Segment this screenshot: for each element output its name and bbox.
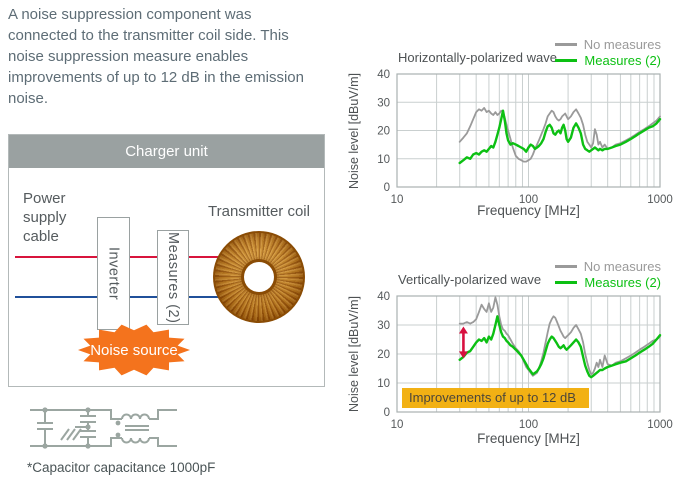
noise-source-label: Noise source — [90, 341, 178, 359]
y-axis-label: Noise level [dBuV/m] — [347, 295, 361, 413]
svg-text:10: 10 — [377, 378, 390, 390]
svg-text:30: 30 — [377, 97, 390, 109]
legend: No measures Measures (2) — [554, 258, 661, 290]
svg-text:20: 20 — [377, 126, 390, 138]
no-measures-swatch-icon — [554, 42, 577, 46]
no-measures-swatch-icon — [554, 264, 577, 268]
power-supply-cable-label: Power supply cable — [23, 190, 67, 245]
svg-text:10: 10 — [377, 154, 390, 166]
power-line-red — [15, 256, 267, 258]
svg-text:0: 0 — [384, 407, 390, 419]
power-line-blue — [15, 296, 267, 298]
transmitter-coil-icon — [213, 231, 305, 323]
x-axis-label: Frequency [MHz] — [477, 431, 580, 446]
y-axis-label: Noise level [dBuV/m] — [347, 72, 361, 190]
measures-label: Measures (2) — [165, 231, 181, 324]
legend-item-no-measures: No measures — [554, 36, 661, 52]
inverter-label: Inverter — [105, 246, 122, 301]
svg-text:100: 100 — [519, 419, 538, 431]
schematic-caption: *Capacitor capacitance 1000pF — [27, 460, 216, 475]
noise-source-burst: Noise source — [78, 324, 190, 376]
charger-unit-diagram: Charger unit Power supply cable Inverter… — [8, 134, 325, 387]
chart-title: Vertically-polarized wave — [398, 272, 542, 287]
svg-text:10: 10 — [391, 194, 404, 206]
svg-text:40: 40 — [377, 291, 390, 303]
svg-text:10: 10 — [391, 419, 404, 431]
legend: No measures Measures (2) — [554, 36, 661, 68]
measures-swatch-icon — [555, 58, 578, 62]
svg-text:1000: 1000 — [647, 419, 673, 431]
svg-text:20: 20 — [377, 349, 390, 361]
inverter-box: Inverter — [97, 217, 130, 330]
measures-swatch-icon — [555, 280, 578, 284]
chart-vertically-polarized: Vertically-polarized wave No measures Me… — [345, 258, 679, 487]
svg-text:0: 0 — [384, 182, 390, 194]
svg-text:100: 100 — [519, 194, 538, 206]
transmitter-coil-label: Transmitter coil — [208, 203, 310, 220]
svg-text:30: 30 — [377, 320, 390, 332]
x-axis-label: Frequency [MHz] — [477, 203, 580, 218]
chart-horizontally-polarized: Horizontally-polarized wave No measures … — [345, 36, 679, 266]
intro-text: A noise suppression component was connec… — [8, 6, 304, 107]
legend-item-measures: Measures (2) — [555, 274, 661, 290]
charger-unit-header: Charger unit — [9, 135, 324, 168]
legend-item-measures: Measures (2) — [555, 52, 661, 68]
chart-title: Horizontally-polarized wave — [398, 50, 557, 65]
svg-text:40: 40 — [377, 69, 390, 81]
filter-circuit-schematic-icon — [30, 407, 177, 449]
legend-item-no-measures: No measures — [554, 258, 661, 274]
improvement-callout: Improvements of up to 12 dB — [402, 388, 589, 408]
measures-box: Measures (2) — [157, 230, 189, 325]
svg-text:1000: 1000 — [647, 194, 673, 206]
